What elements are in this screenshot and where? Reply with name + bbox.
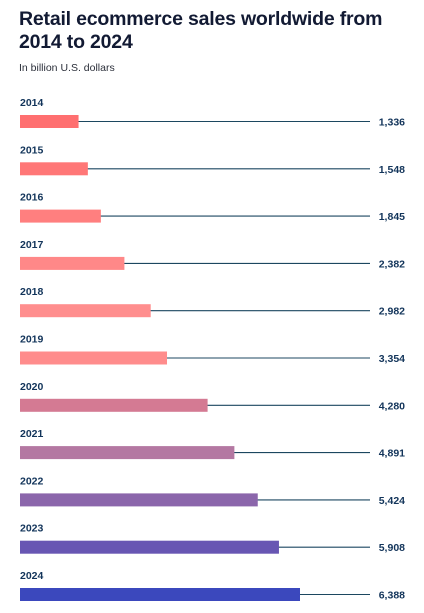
- year-label: 2019: [20, 334, 44, 346]
- bar: [20, 256, 125, 270]
- year-label: 2022: [20, 475, 44, 487]
- value-label: 1,336: [379, 117, 405, 129]
- bar: [20, 493, 258, 507]
- year-label: 2016: [20, 192, 44, 204]
- value-label: 6,388: [379, 590, 405, 602]
- bar: [20, 446, 235, 460]
- bar: [20, 398, 208, 412]
- year-label: 2014: [20, 97, 44, 109]
- value-label: 2,382: [379, 258, 405, 270]
- year-label: 2023: [20, 523, 44, 535]
- bar: [20, 304, 151, 318]
- bar: [20, 540, 279, 554]
- year-label: 2021: [20, 428, 44, 440]
- value-label: 4,891: [379, 448, 405, 460]
- bar: [20, 588, 300, 601]
- chart-subtitle: In billion U.S. dollars: [19, 62, 115, 74]
- year-label: 2015: [20, 144, 44, 156]
- value-label: 3,354: [379, 353, 405, 365]
- chart-title: Retail ecommerce sales worldwide from 20…: [19, 8, 383, 53]
- value-label: 5,908: [379, 542, 405, 554]
- value-label: 1,548: [379, 164, 405, 176]
- year-label: 2024: [20, 570, 44, 582]
- value-label: 1,845: [379, 211, 405, 223]
- value-label: 5,424: [379, 495, 405, 507]
- value-label: 2,982: [379, 306, 405, 318]
- year-label: 2018: [20, 286, 44, 298]
- bar: [20, 351, 168, 365]
- bar: [20, 162, 88, 176]
- year-label: 2017: [20, 239, 44, 251]
- bar: [20, 209, 101, 223]
- bar: [20, 115, 79, 128]
- year-label: 2020: [20, 381, 44, 393]
- value-label: 4,280: [379, 400, 405, 412]
